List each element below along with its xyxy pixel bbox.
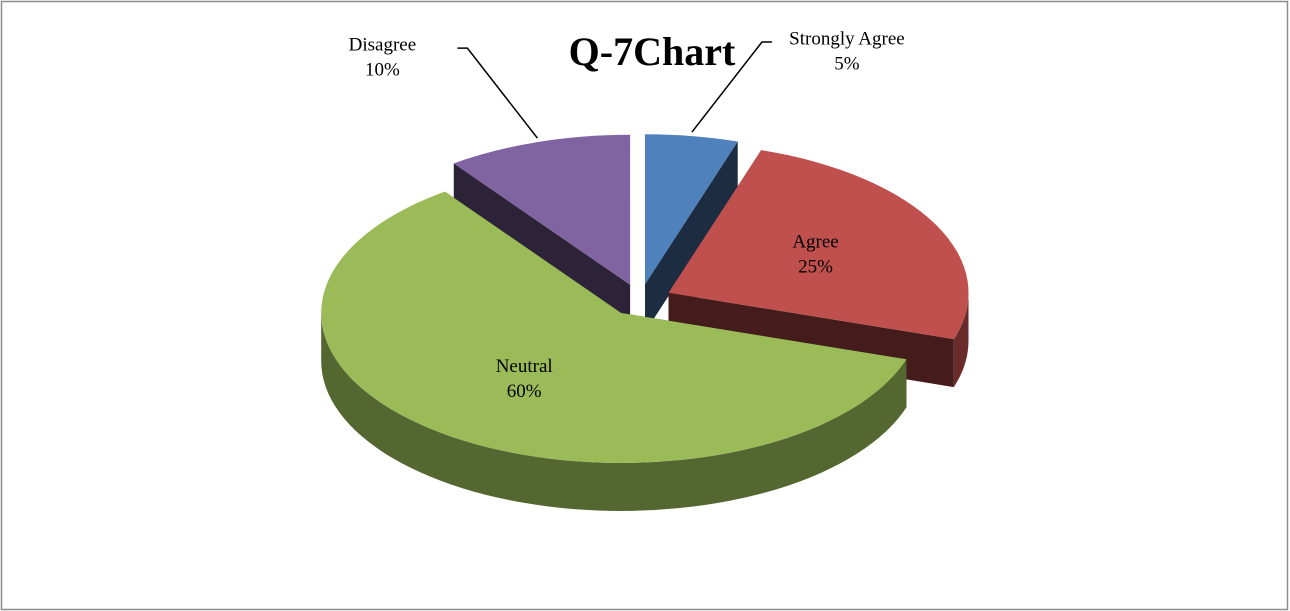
leader-line (691, 41, 772, 133)
data-label-name: Neutral (496, 356, 553, 377)
data-label-name: Strongly Agree (789, 28, 905, 49)
slice-side (953, 292, 969, 388)
data-label-value: 60% (507, 381, 542, 402)
data-label-value: 5% (834, 53, 860, 74)
chart-title: Q-7Chart (569, 29, 736, 74)
slice-top (321, 191, 907, 463)
slice-side (321, 312, 907, 511)
slice-top (645, 134, 738, 285)
data-label-value: 10% (365, 59, 400, 80)
slice-top (453, 134, 631, 285)
pie-slice (645, 134, 738, 333)
pie-slice (321, 191, 907, 511)
leader-line (457, 47, 538, 139)
data-label-name: Disagree (349, 34, 417, 55)
data-label-value: 25% (798, 257, 833, 278)
slice-top (668, 150, 969, 340)
slice-cut-face (645, 141, 738, 333)
data-label-name: Agree (792, 232, 838, 253)
